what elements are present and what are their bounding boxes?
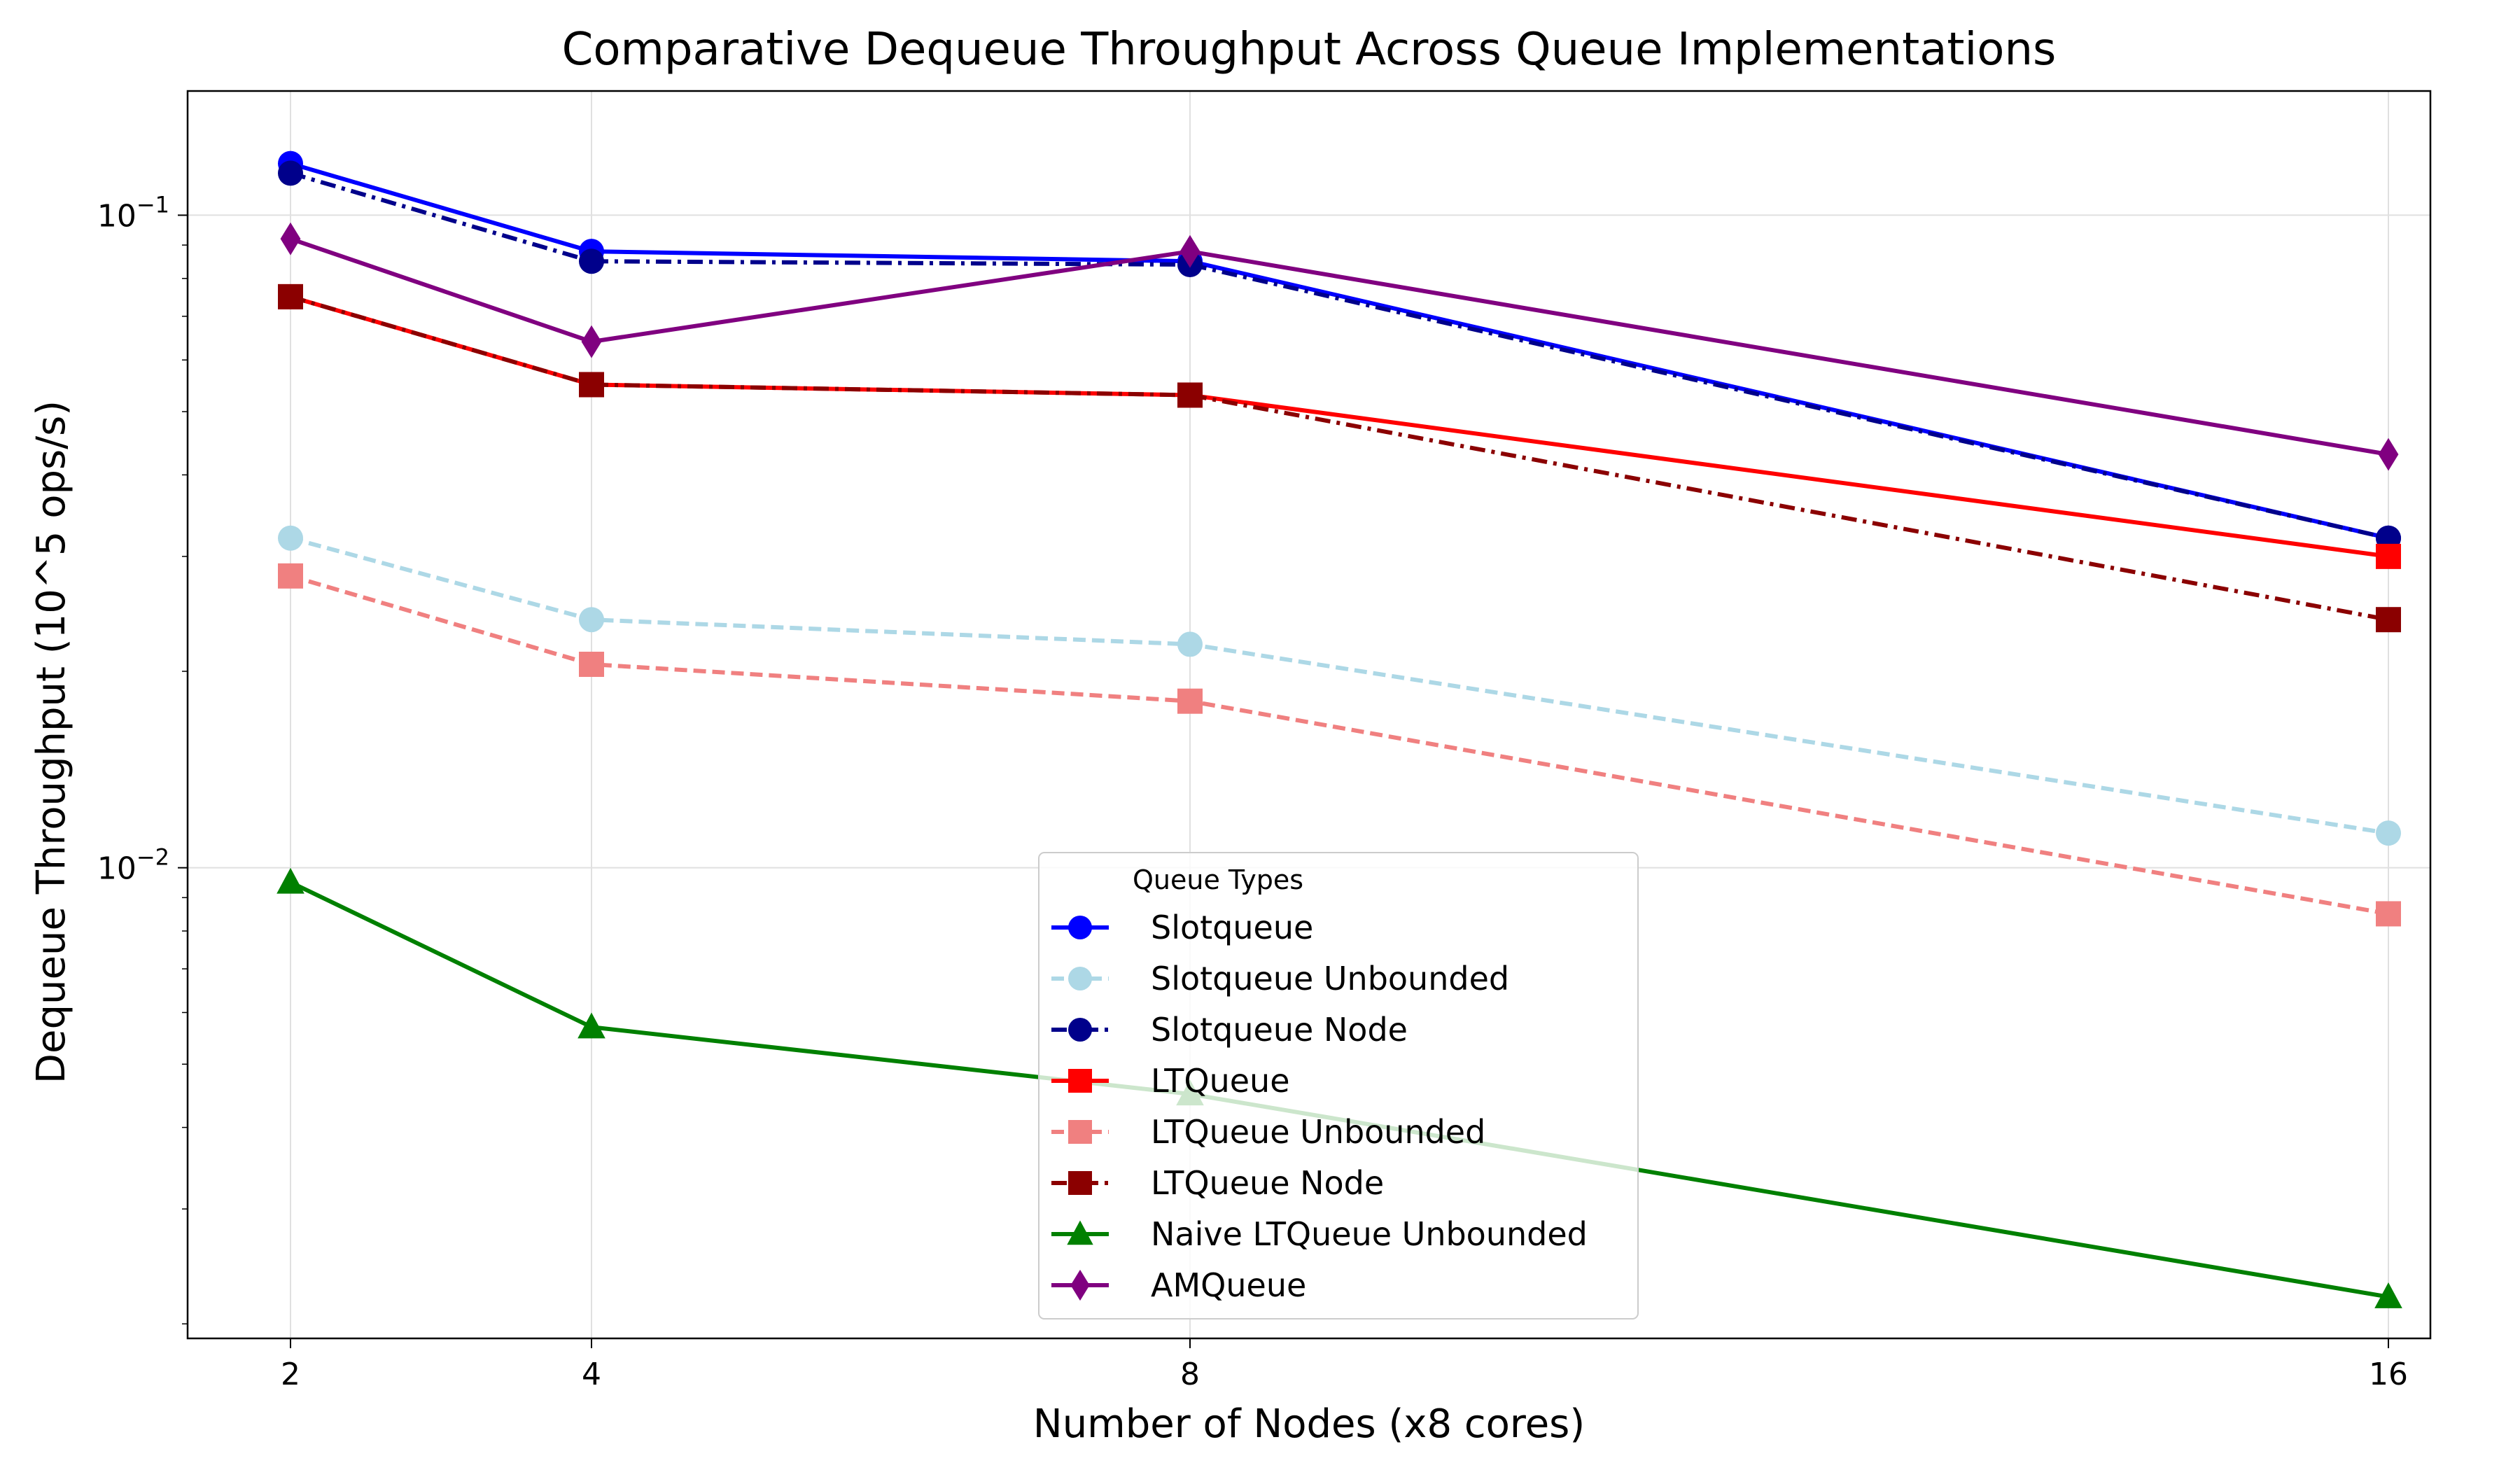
data-point <box>1177 688 1203 714</box>
data-point <box>2376 543 2401 569</box>
y-axis-label: Dequeue Throughput (10^5 ops/s) <box>29 400 74 1084</box>
legend-label: AMQueue <box>1151 1266 1306 1304</box>
x-axis-label: Number of Nodes (x8 cores) <box>1033 1401 1585 1447</box>
series-slotqueue-node <box>278 160 2401 551</box>
legend-marker <box>1070 1269 1090 1301</box>
legend-marker <box>1068 1018 1092 1042</box>
legend-item: LTQueue Node <box>1051 1164 1384 1202</box>
data-point <box>2376 607 2401 633</box>
series-layer <box>276 150 2402 1308</box>
series-line <box>290 573 2389 916</box>
data-point <box>579 372 604 398</box>
data-point <box>578 1012 606 1039</box>
series-line <box>290 237 2389 457</box>
x-tick-label: 4 <box>582 1357 601 1392</box>
legend-marker <box>1067 1220 1093 1245</box>
data-point <box>2374 1282 2402 1308</box>
y-tick-label: 10−2 <box>97 844 169 887</box>
data-point <box>276 867 304 894</box>
data-point <box>1177 382 1203 408</box>
legend-marker <box>1068 1171 1092 1195</box>
legend-label: Slotqueue <box>1151 909 1313 946</box>
legend: Queue Types Slotqueue Slotqueue Unbounded S… <box>1038 852 1639 1320</box>
data-point <box>280 222 301 255</box>
legend-label: LTQueue Node <box>1151 1164 1384 1202</box>
x-tick-label: 2 <box>281 1357 300 1392</box>
legend-label: LTQueue Unbounded <box>1151 1113 1485 1151</box>
data-point <box>579 652 604 678</box>
legend-box <box>1038 852 1639 1320</box>
legend-label: Slotqueue Node <box>1151 1011 1408 1049</box>
legend-item: Slotqueue Node <box>1051 1011 1408 1049</box>
legend-title: Queue Types <box>1133 864 1303 895</box>
data-point <box>278 563 303 589</box>
series-line <box>290 171 2389 540</box>
data-point <box>278 160 303 186</box>
legend-label: Naive LTQueue Unbounded <box>1151 1215 1588 1253</box>
axes-layer: 2 4 8 16 10−2 10−1 <box>97 90 2432 1392</box>
x-tick-label: 8 <box>1180 1357 1200 1392</box>
legend-label: Slotqueue Unbounded <box>1151 960 1509 997</box>
plot-frame <box>186 90 2432 1340</box>
series-ltqueue-unbounded <box>278 563 2401 927</box>
legend-marker <box>1068 967 1092 990</box>
legend-item: Slotqueue <box>1051 909 1313 946</box>
legend-marker <box>1068 1069 1092 1093</box>
legend-item: AMQueue <box>1051 1266 1306 1304</box>
series-line <box>289 880 2389 1299</box>
series-line <box>290 536 2389 836</box>
legend-item: Naive LTQueue Unbounded <box>1051 1215 1588 1253</box>
data-point <box>581 325 602 358</box>
data-point <box>1177 631 1203 657</box>
series-line <box>290 295 2389 622</box>
legend-marker <box>1068 1120 1092 1144</box>
legend-label: LTQueue <box>1151 1062 1290 1100</box>
series-amqueue <box>280 222 2399 471</box>
data-point <box>579 607 604 633</box>
legend-marker <box>1068 916 1092 939</box>
y-tick-label: 10−1 <box>97 191 169 234</box>
data-point <box>278 284 303 309</box>
data-point <box>1180 234 1200 268</box>
legend-item: Slotqueue Unbounded <box>1051 960 1509 997</box>
data-point <box>278 525 303 551</box>
data-point <box>2378 438 2399 471</box>
legend-item: LTQueue <box>1051 1062 1290 1100</box>
legend-item: LTQueue Unbounded <box>1051 1113 1485 1151</box>
data-point <box>2376 820 2401 846</box>
series-slotqueue-unbounded <box>278 525 2401 846</box>
data-point <box>2376 901 2401 927</box>
series-ltqueue-node <box>278 284 2401 633</box>
chart-title: Comparative Dequeue Throughput Across Qu… <box>562 24 2057 76</box>
x-tick-label: 16 <box>2369 1357 2408 1392</box>
data-point <box>579 248 604 274</box>
